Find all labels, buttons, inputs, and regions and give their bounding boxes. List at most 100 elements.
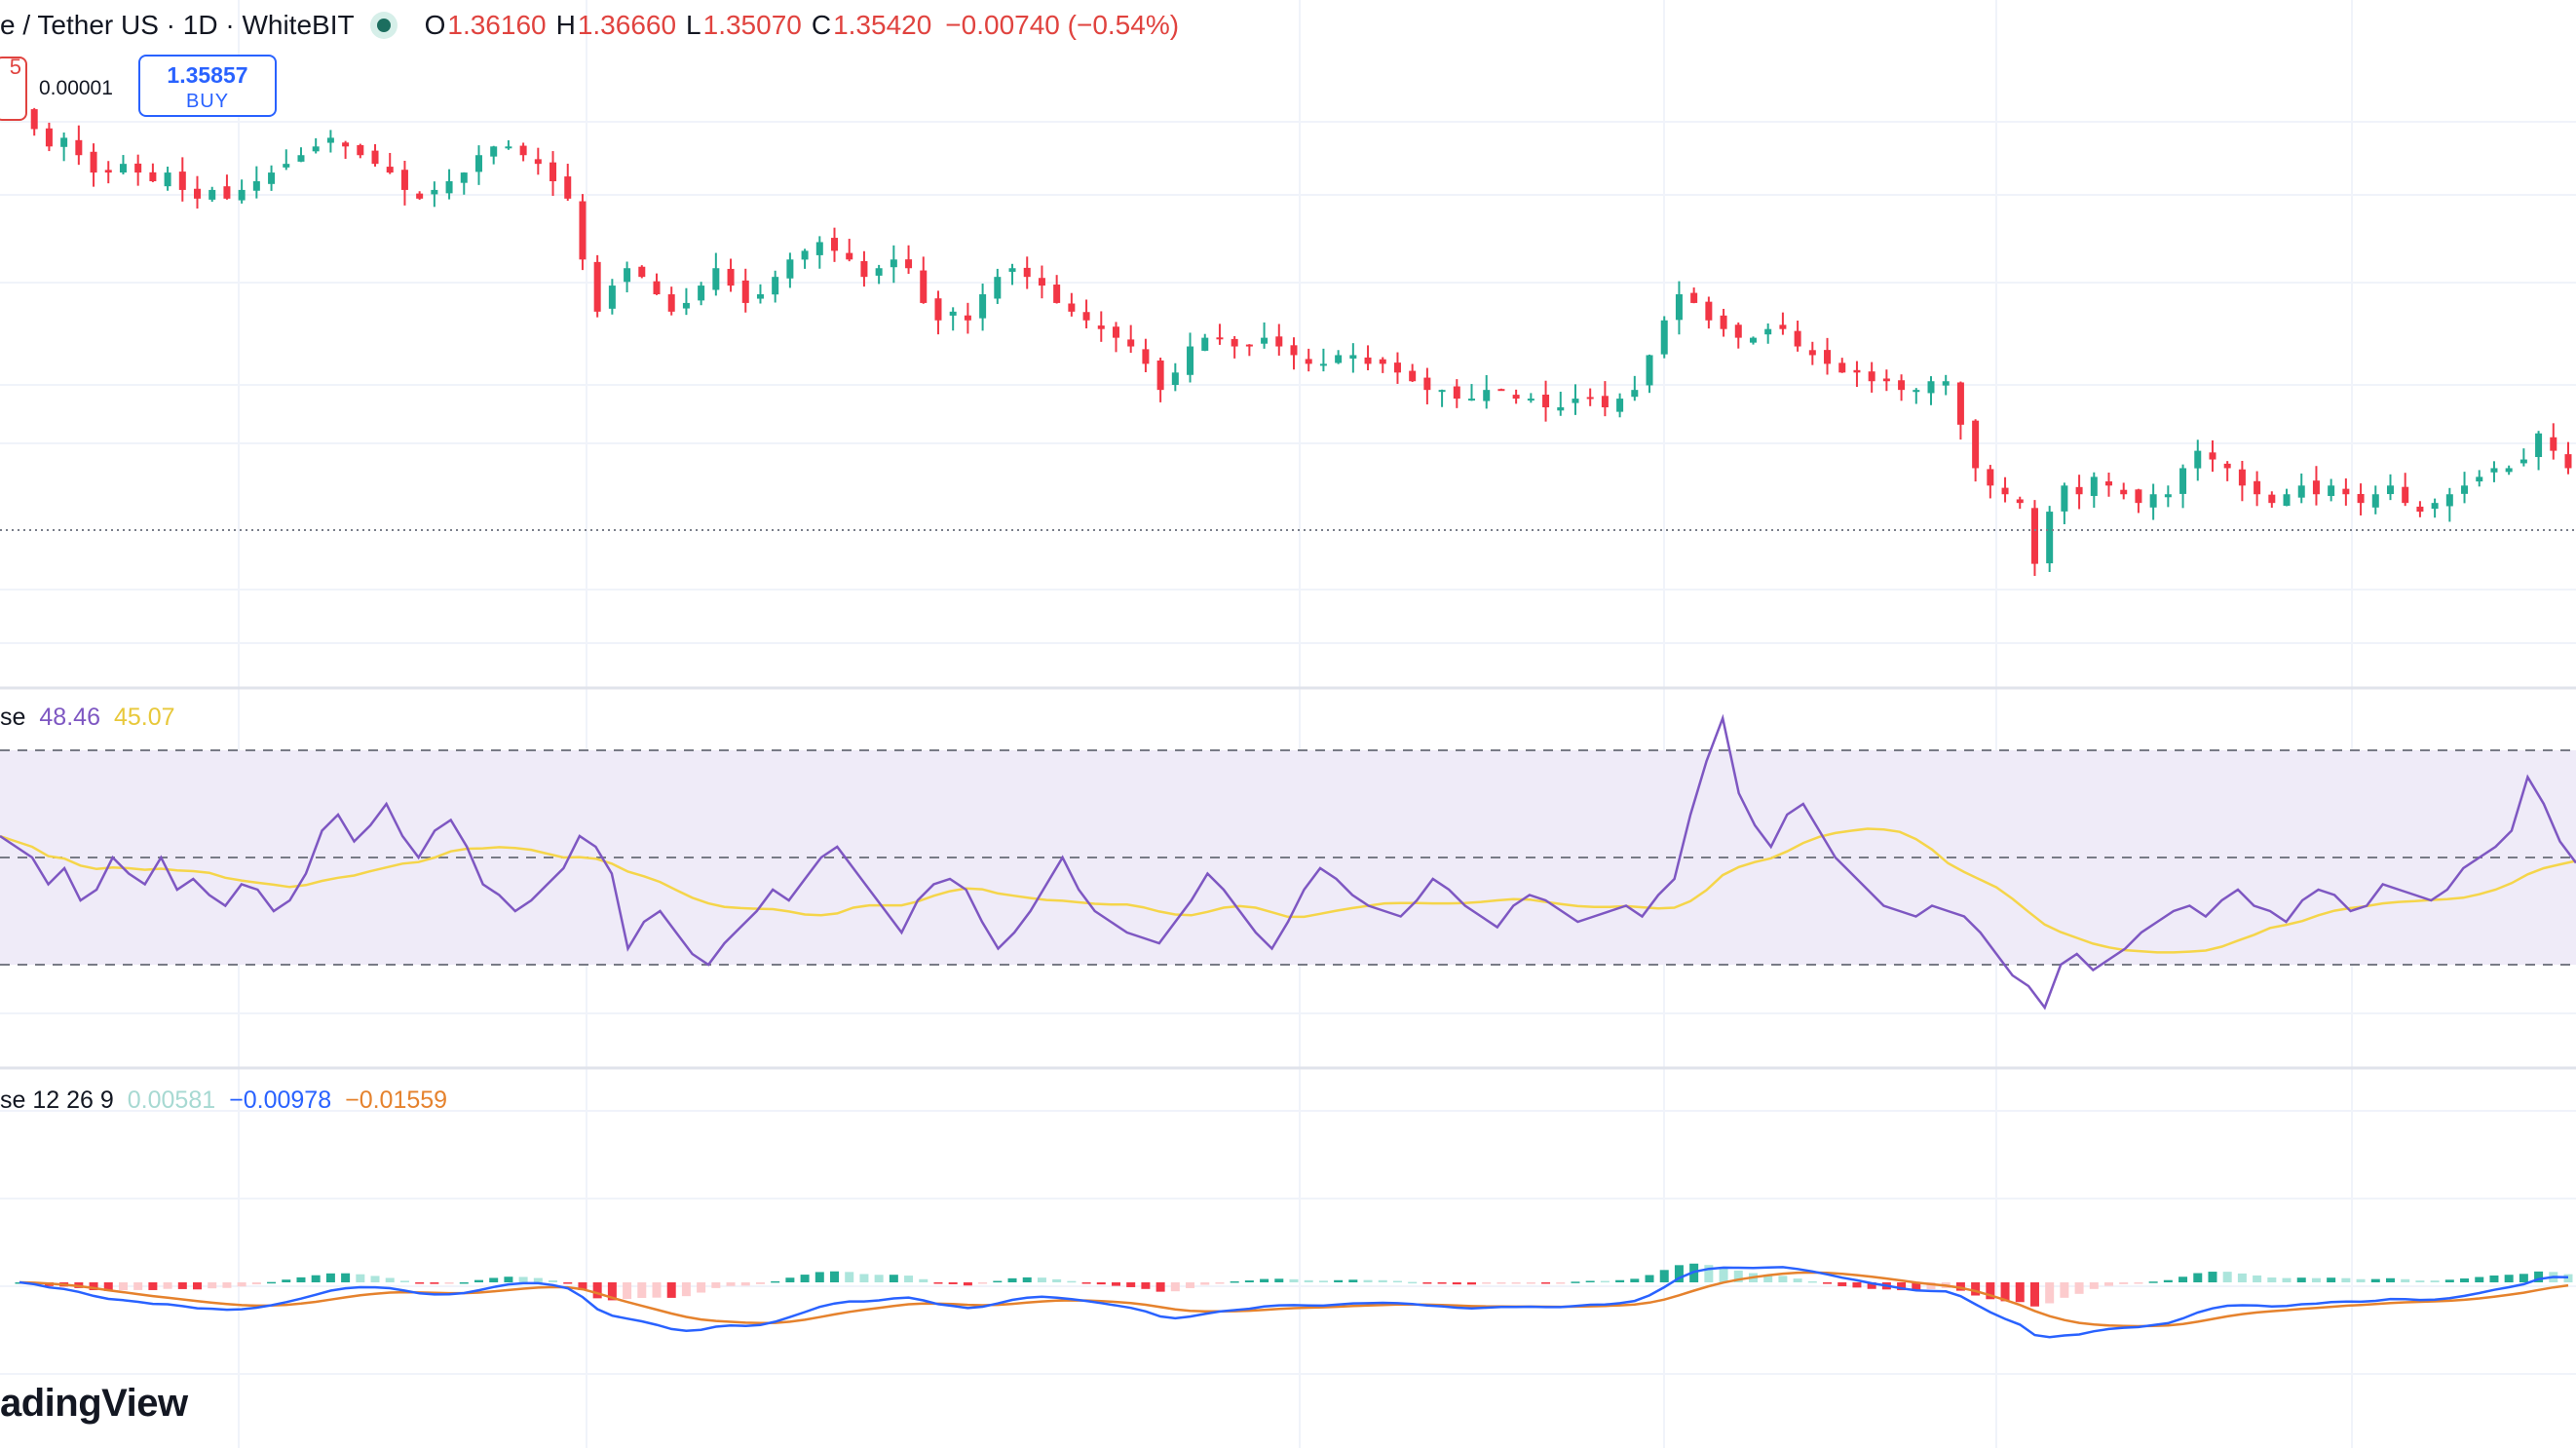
candle-body xyxy=(1245,344,1253,347)
macd-hist-bar xyxy=(978,1282,988,1284)
rsi-pane[interactable] xyxy=(0,713,2576,1010)
macd-hist-bar xyxy=(1200,1282,1210,1285)
candle-body xyxy=(2179,468,2187,494)
candle-body xyxy=(119,164,127,173)
candle-body xyxy=(1972,420,1980,469)
macd-hist-bar xyxy=(237,1282,246,1287)
macd-hist-bar xyxy=(1155,1282,1165,1292)
macd-hist-bar xyxy=(2193,1273,2203,1282)
macd-pane[interactable] xyxy=(15,1263,2573,1339)
candle-body xyxy=(1734,324,1742,338)
buy-button[interactable]: 1.35857 BUY xyxy=(138,55,277,117)
buy-label: BUY xyxy=(185,91,230,112)
candle-body xyxy=(2001,487,2009,495)
candle-body xyxy=(1409,370,1417,382)
macd-hist-bar xyxy=(1081,1282,1091,1284)
candle-body xyxy=(297,155,305,162)
macd-hist-bar xyxy=(711,1282,721,1288)
macd-hist-bar xyxy=(637,1282,647,1298)
candle-body xyxy=(1023,267,1031,278)
macd-hist-bar xyxy=(1926,1282,1936,1290)
open-label: O xyxy=(424,10,446,40)
macd-hist-bar xyxy=(1392,1280,1402,1283)
macd-hist-bar xyxy=(874,1275,884,1282)
candle-body xyxy=(964,315,971,321)
macd-hist-bar xyxy=(2148,1281,2158,1283)
candle-body xyxy=(2030,508,2038,564)
macd-hist-bar xyxy=(697,1282,706,1293)
macd-legend[interactable]: se 12 26 9 0.00581 −0.00978 −0.01559 xyxy=(0,1086,461,1115)
symbol-legend: e / Tether US · 1D · WhiteBIT O 1.36160 … xyxy=(0,6,1179,45)
sell-button[interactable]: 5 xyxy=(0,57,27,121)
macd-hist-bar xyxy=(1867,1282,1876,1289)
candle-body xyxy=(134,163,142,173)
symbol-title[interactable]: e / Tether US · 1D · WhiteBIT xyxy=(0,10,355,40)
candle-body xyxy=(1216,337,1224,340)
candle-body xyxy=(268,172,276,184)
macd-hist-bar xyxy=(814,1272,824,1282)
macd-hist-bar xyxy=(889,1275,898,1282)
candle-body xyxy=(549,162,557,181)
macd-hist-bar xyxy=(2475,1277,2484,1282)
macd-hist-bar xyxy=(1452,1282,1461,1285)
candle-body xyxy=(653,281,661,294)
macd-hist-bar xyxy=(1823,1282,1833,1284)
candle-body xyxy=(1824,350,1832,364)
candle-body xyxy=(1527,399,1534,401)
candle-body xyxy=(1231,338,1238,347)
macd-hist-bar xyxy=(1007,1277,1017,1282)
candle-body xyxy=(460,172,468,183)
macd-hist-bar xyxy=(1704,1265,1714,1282)
candle-body xyxy=(1171,372,1179,386)
candle-body xyxy=(2490,468,2498,473)
macd-hist-bar xyxy=(341,1273,351,1282)
candle-body xyxy=(756,294,764,299)
candle-body xyxy=(208,189,216,200)
macd-hist-bar xyxy=(1318,1280,1328,1282)
candle-body xyxy=(149,171,157,181)
candle-body xyxy=(1913,390,1920,393)
candle-body xyxy=(1720,315,1727,329)
macd-hist-bar xyxy=(830,1271,840,1282)
candle-body xyxy=(1423,377,1431,391)
macd-hist-bar xyxy=(1496,1282,1506,1284)
candle-body xyxy=(30,109,38,130)
candle-body xyxy=(1290,345,1298,356)
candle-body xyxy=(2461,485,2469,494)
price-pane[interactable] xyxy=(16,102,2572,576)
macd-hist-bar xyxy=(1897,1282,1907,1291)
macd-hist-bar xyxy=(1244,1280,1254,1282)
candle-body xyxy=(1438,390,1446,393)
macd-hist-bar xyxy=(1541,1282,1551,1284)
macd-hist-bar xyxy=(1215,1282,1225,1284)
candle-body xyxy=(178,171,186,190)
macd-hist-bar xyxy=(800,1275,810,1282)
rsi-legend[interactable]: se 48.46 45.07 xyxy=(0,704,189,732)
macd-signal-value: −0.01559 xyxy=(345,1086,448,1114)
candle-body xyxy=(2016,499,2024,504)
macd-hist-bar xyxy=(2267,1277,2277,1282)
candle-body xyxy=(1483,390,1491,401)
macd-hist-bar xyxy=(2401,1278,2410,1282)
macd-hist-bar xyxy=(2089,1282,2099,1289)
candle-body xyxy=(920,270,928,303)
macd-hist-bar xyxy=(2444,1279,2454,1282)
macd-hist-bar xyxy=(993,1280,1003,1283)
candle-body xyxy=(1082,312,1090,321)
macd-hist-bar xyxy=(415,1282,425,1284)
candle-body xyxy=(1497,389,1505,392)
macd-line-value: −0.00978 xyxy=(229,1086,332,1114)
candle-body xyxy=(2386,485,2394,495)
tradingview-logo[interactable]: adingView xyxy=(0,1382,188,1425)
buy-price: 1.35857 xyxy=(167,62,248,88)
macd-hist-bar xyxy=(2253,1275,2262,1282)
macd-hist-bar xyxy=(1067,1280,1077,1283)
candle-body xyxy=(1779,324,1787,329)
candle-body xyxy=(1764,328,1772,335)
macd-hist-bar xyxy=(1807,1280,1817,1283)
candle-body xyxy=(2519,459,2527,464)
rsi-value: 48.46 xyxy=(39,704,100,731)
candle-body xyxy=(875,268,883,276)
